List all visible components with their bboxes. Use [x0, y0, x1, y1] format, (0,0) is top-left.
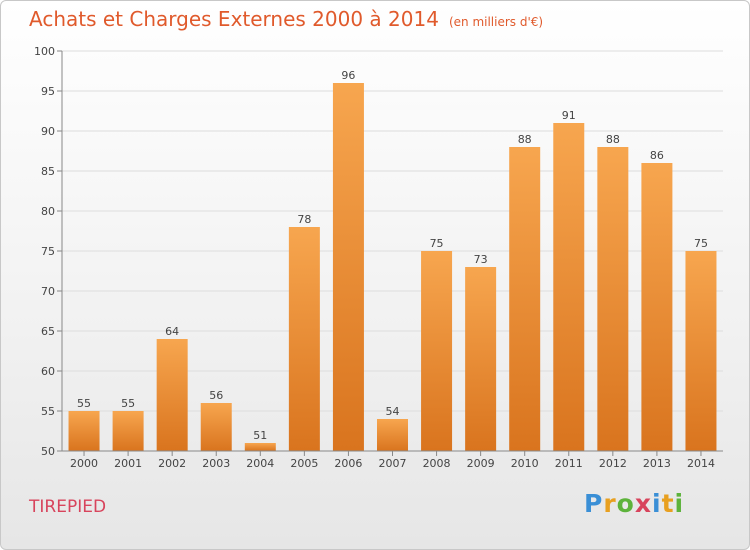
bar: [332, 83, 364, 451]
y-tick-label: 100: [34, 45, 55, 58]
bar-value-label: 88: [518, 133, 532, 146]
bar-value-label: 64: [165, 325, 179, 338]
x-tick-label: 2011: [555, 457, 583, 470]
bar: [200, 403, 232, 451]
x-tick-label: 2003: [202, 457, 230, 470]
bar-value-label: 73: [474, 253, 488, 266]
bar-value-label: 51: [253, 429, 267, 442]
bar: [641, 163, 673, 451]
bar-value-label: 91: [562, 109, 576, 122]
bar-value-label: 96: [341, 69, 355, 82]
bar-value-label: 55: [121, 397, 135, 410]
x-tick-label: 2002: [158, 457, 186, 470]
x-tick-label: 2007: [379, 457, 407, 470]
bar: [68, 411, 100, 451]
y-tick-label: 80: [41, 205, 55, 218]
x-tick-label: 2013: [643, 457, 671, 470]
x-tick-label: 2008: [423, 457, 451, 470]
y-tick-label: 85: [41, 165, 55, 178]
bar-value-label: 75: [694, 237, 708, 250]
bar: [288, 227, 320, 451]
proxiti-logo: Proxiti: [584, 489, 685, 518]
y-tick-label: 95: [41, 85, 55, 98]
x-tick-label: 2012: [599, 457, 627, 470]
x-tick-label: 2001: [114, 457, 142, 470]
bar: [112, 411, 144, 451]
bar-value-label: 88: [606, 133, 620, 146]
x-tick-label: 2004: [246, 457, 274, 470]
y-tick-label: 90: [41, 125, 55, 138]
x-tick-label: 2010: [511, 457, 539, 470]
chart-title-main: Achats et Charges Externes 2000 à 2014: [29, 7, 439, 31]
bar: [465, 267, 497, 451]
x-tick-label: 2014: [687, 457, 715, 470]
y-tick-label: 60: [41, 365, 55, 378]
x-tick-label: 2000: [70, 457, 98, 470]
bar: [377, 419, 408, 451]
bar: [509, 147, 541, 451]
bar-value-label: 86: [650, 149, 664, 162]
bar: [156, 339, 188, 451]
chart-title: Achats et Charges Externes 2000 à 2014 (e…: [29, 7, 543, 31]
x-tick-label: 2005: [290, 457, 318, 470]
bar-value-label: 54: [386, 405, 400, 418]
bar: [597, 147, 629, 451]
x-tick-label: 2009: [467, 457, 495, 470]
bar-value-label: 75: [430, 237, 444, 250]
bar-value-label: 55: [77, 397, 91, 410]
bar: [244, 443, 276, 451]
x-tick-label: 2006: [334, 457, 362, 470]
bar-value-label: 56: [209, 389, 223, 402]
y-tick-label: 70: [41, 285, 55, 298]
y-tick-label: 50: [41, 445, 55, 458]
bar: [421, 251, 453, 451]
chart-subtitle: (en milliers d'€): [448, 15, 544, 29]
y-tick-label: 75: [41, 245, 55, 258]
bar: [553, 123, 585, 451]
bar: [685, 251, 717, 451]
y-tick-label: 65: [41, 325, 55, 338]
place-name: TIREPIED: [29, 497, 107, 517]
y-tick-label: 55: [41, 405, 55, 418]
bar-value-label: 78: [297, 213, 311, 226]
